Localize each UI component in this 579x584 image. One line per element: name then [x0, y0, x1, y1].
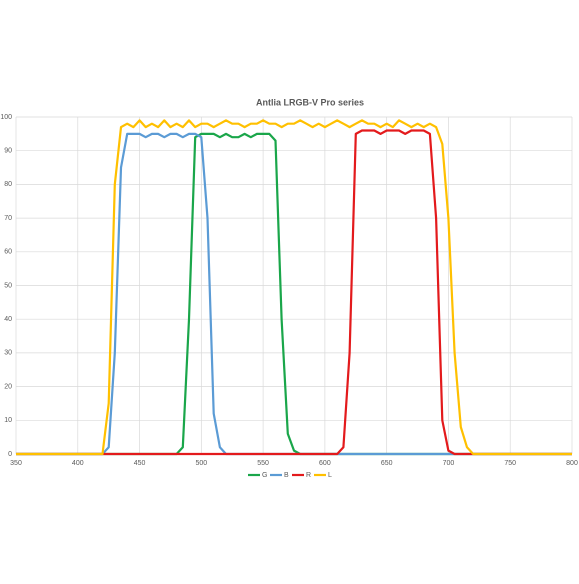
series-line	[16, 129, 572, 456]
x-tick-label: 500	[195, 460, 207, 467]
series-line	[16, 132, 572, 456]
y-tick-label: 30	[4, 350, 12, 357]
x-tick-label: 350	[10, 460, 22, 467]
chart-title: Antlia LRGB-V Pro series	[256, 97, 364, 107]
x-tick-label: 800	[566, 460, 578, 467]
series-line	[16, 119, 572, 456]
x-tick-label: 650	[381, 460, 393, 467]
y-tick-label: 0	[8, 451, 12, 458]
legend-label: G	[262, 472, 267, 479]
y-tick-label: 80	[4, 181, 12, 188]
y-tick-label: 90	[4, 148, 12, 155]
x-tick-label: 400	[72, 460, 84, 467]
y-tick-label: 10	[4, 417, 12, 424]
y-tick-label: 60	[4, 249, 12, 256]
series-line	[16, 132, 572, 456]
x-tick-label: 450	[134, 460, 146, 467]
x-tick-label: 750	[504, 460, 516, 467]
x-tick-label: 550	[257, 460, 269, 467]
y-tick-label: 20	[4, 383, 12, 390]
y-tick-label: 50	[4, 282, 12, 289]
legend-label: B	[284, 472, 289, 479]
y-tick-label: 40	[4, 316, 12, 323]
x-tick-label: 600	[319, 460, 331, 467]
y-tick-label: 70	[4, 215, 12, 222]
y-tick-label: 100	[0, 114, 12, 121]
legend-label: L	[328, 472, 332, 479]
x-tick-label: 700	[443, 460, 455, 467]
legend-label: R	[306, 472, 311, 479]
